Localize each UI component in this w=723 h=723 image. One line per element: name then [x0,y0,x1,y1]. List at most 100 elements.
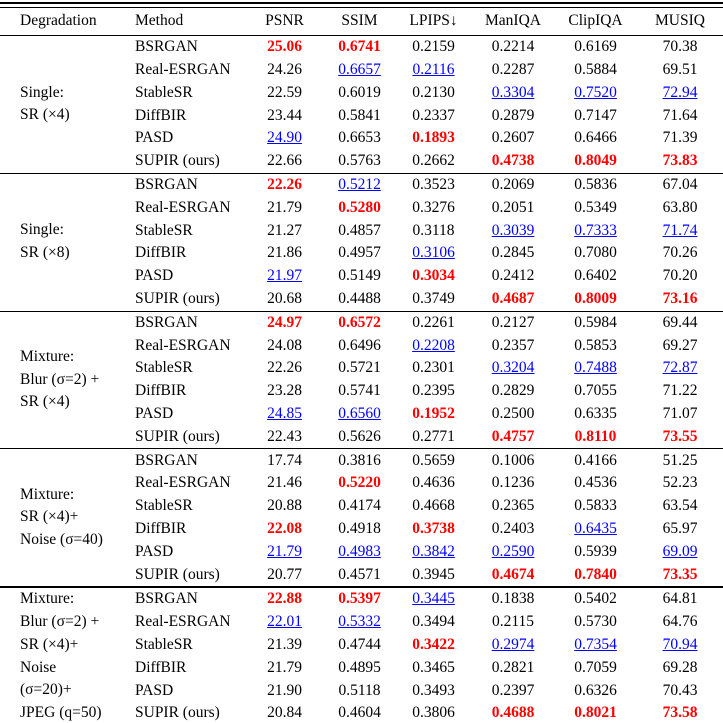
metric-cell: 0.2500 [491,405,535,422]
method-cell: DiffBIR [135,519,187,537]
method-cell: DiffBIR [135,106,187,124]
header-clipiqa: ClipIQA [568,12,623,30]
metric-cell: 20.88 [267,497,302,515]
metric-cell: 0.2116 [412,61,455,79]
metric-cell: 0.5841 [338,106,381,124]
metric-cell: 70.38 [662,38,698,56]
metric-cell: 0.3276 [412,198,455,216]
degradation-label: Mixture: SR (×4)+ Noise (σ=40) [0,449,135,587]
metric-cell: 0.4744 [338,635,381,653]
metric-cell: 0.4957 [338,244,381,262]
metric-cell: 0.2208 [412,336,455,354]
metric-cell: 0.2771 [412,427,455,445]
metric-cell: 73.83 [662,152,698,170]
table-row: PASD 24.85 0.6560 0.1952 0.2500 0.6335 71.07 [0,403,723,426]
method-cell: SUPIR (ours) [135,565,220,583]
table-row: SUPIR (ours) 20.84 0.4604 0.3806 0.4688 0.802… [0,702,723,723]
metric-cell: 0.5332 [338,613,381,631]
metric-cell: 21.27 [267,221,302,239]
metric-cell: 0.3523 [412,176,455,194]
method-cell: Real-ESRGAN [135,613,231,631]
metric-cell: 0.6335 [574,405,617,422]
degradation-label-line: Single: [20,221,64,239]
method-cell: StableSR [135,221,193,239]
metric-cell: 0.2069 [491,176,535,194]
metric-cell: 22.26 [267,176,302,194]
table-row: Single: SR (×4) BSRGAN 25.06 0.6741 0.2159 0.2… [0,36,723,123]
table-row: DiffBIR 23.28 0.5741 0.2395 0.2829 0.7055 71.2… [0,380,723,403]
metric-cell: 0.7080 [574,244,617,262]
header-psnr: PSNR [265,12,304,30]
metric-cell: 0.1952 [412,405,455,422]
metric-cell: 0.7354 [574,635,617,653]
metric-cell: 0.4166 [574,451,617,469]
metric-cell: 0.7840 [574,565,617,583]
metric-cell: 0.5280 [338,198,381,216]
table-row: StableSR 22.26 0.5721 0.2301 0.3204 0.7488 72.… [0,357,723,380]
metric-cell: 0.4983 [338,542,381,560]
metric-cell: 0.5659 [412,451,455,469]
degradation-label: Single: SR (×8) [0,173,135,311]
degradation-label-line: SR (×8) [20,244,70,262]
metric-cell: 72.87 [662,359,698,377]
method-cell: StableSR [135,359,193,377]
degradation-label: Mixture: Blur (σ=2) + SR (×4)+ Noise (σ=20)+… [0,587,135,723]
method-cell: BSRGAN [135,590,198,608]
degradation-group: Single: SR (×8) BSRGAN 22.26 0.5212 0.3523 0.2… [0,173,723,311]
metric-cell: 0.2301 [412,359,455,377]
metric-cell: 0.2337 [412,106,455,124]
table-row: Mixture: Blur (σ=2) + SR (×4) BSRGAN 24.97 0.… [0,311,723,411]
degradation-group: Single: SR (×4) BSRGAN 25.06 0.6741 0.2159 0.2… [0,36,723,174]
degradation-label-line: Blur (σ=2) + [20,612,100,630]
metric-cell: 0.5220 [338,474,381,492]
metric-cell: 0.5741 [338,382,381,400]
metric-cell: 0.6572 [338,313,381,331]
metric-cell: 0.3842 [412,542,455,560]
metric-cell: 0.4636 [412,474,455,492]
header-degradation: Degradation [20,12,97,30]
metric-cell: 22.43 [267,427,302,445]
header-ssim: SSIM [341,12,378,30]
metric-cell: 0.7333 [574,221,617,239]
table-row: StableSR 22.59 0.6019 0.2130 0.3304 0.7520 72.… [0,82,723,105]
metric-cell: 0.4895 [338,658,381,676]
method-cell: BSRGAN [135,313,198,331]
metric-cell: 0.6326 [574,681,617,699]
metric-cell: 0.5397 [338,590,381,608]
metric-cell: 24.85 [267,405,302,422]
metric-cell: 63.54 [662,497,698,515]
metric-cell: 0.6169 [574,38,617,56]
method-cell: StableSR [135,83,193,101]
metric-cell: 0.6402 [574,267,617,285]
metric-cell: 0.4668 [412,497,455,515]
method-cell: BSRGAN [135,451,198,469]
metric-cell: 22.08 [267,519,302,537]
metric-cell: 22.66 [267,152,302,170]
metric-cell: 52.23 [662,474,698,492]
metric-cell: 20.68 [267,290,302,308]
method-cell: Real-ESRGAN [135,198,231,216]
metric-cell: 0.5402 [574,590,617,608]
metric-cell: 0.7147 [574,106,617,124]
metric-cell: 0.3465 [412,658,455,676]
metric-cell: 70.20 [662,267,698,285]
metric-cell: 0.2130 [412,83,455,101]
metric-cell: 0.1838 [491,590,535,608]
metric-cell: 0.2845 [491,244,535,262]
method-cell: Real-ESRGAN [135,336,231,354]
metric-cell: 0.5833 [574,497,617,515]
method-cell: SUPIR (ours) [135,704,220,722]
method-cell: BSRGAN [135,38,198,56]
metric-cell: 0.2829 [491,382,535,400]
metric-cell: 0.2403 [491,519,535,537]
metric-cell: 65.97 [662,519,698,537]
metric-cell: 0.6466 [574,129,617,147]
metric-cell: 63.80 [662,198,698,216]
metric-cell: 0.4674 [491,565,535,583]
metric-cell: 0.3445 [412,590,455,608]
metric-cell: 24.08 [267,336,302,354]
metric-cell: 73.16 [662,290,698,308]
method-cell: DiffBIR [135,658,187,676]
method-cell: PASD [135,542,174,560]
method-cell: SUPIR (ours) [135,290,220,308]
